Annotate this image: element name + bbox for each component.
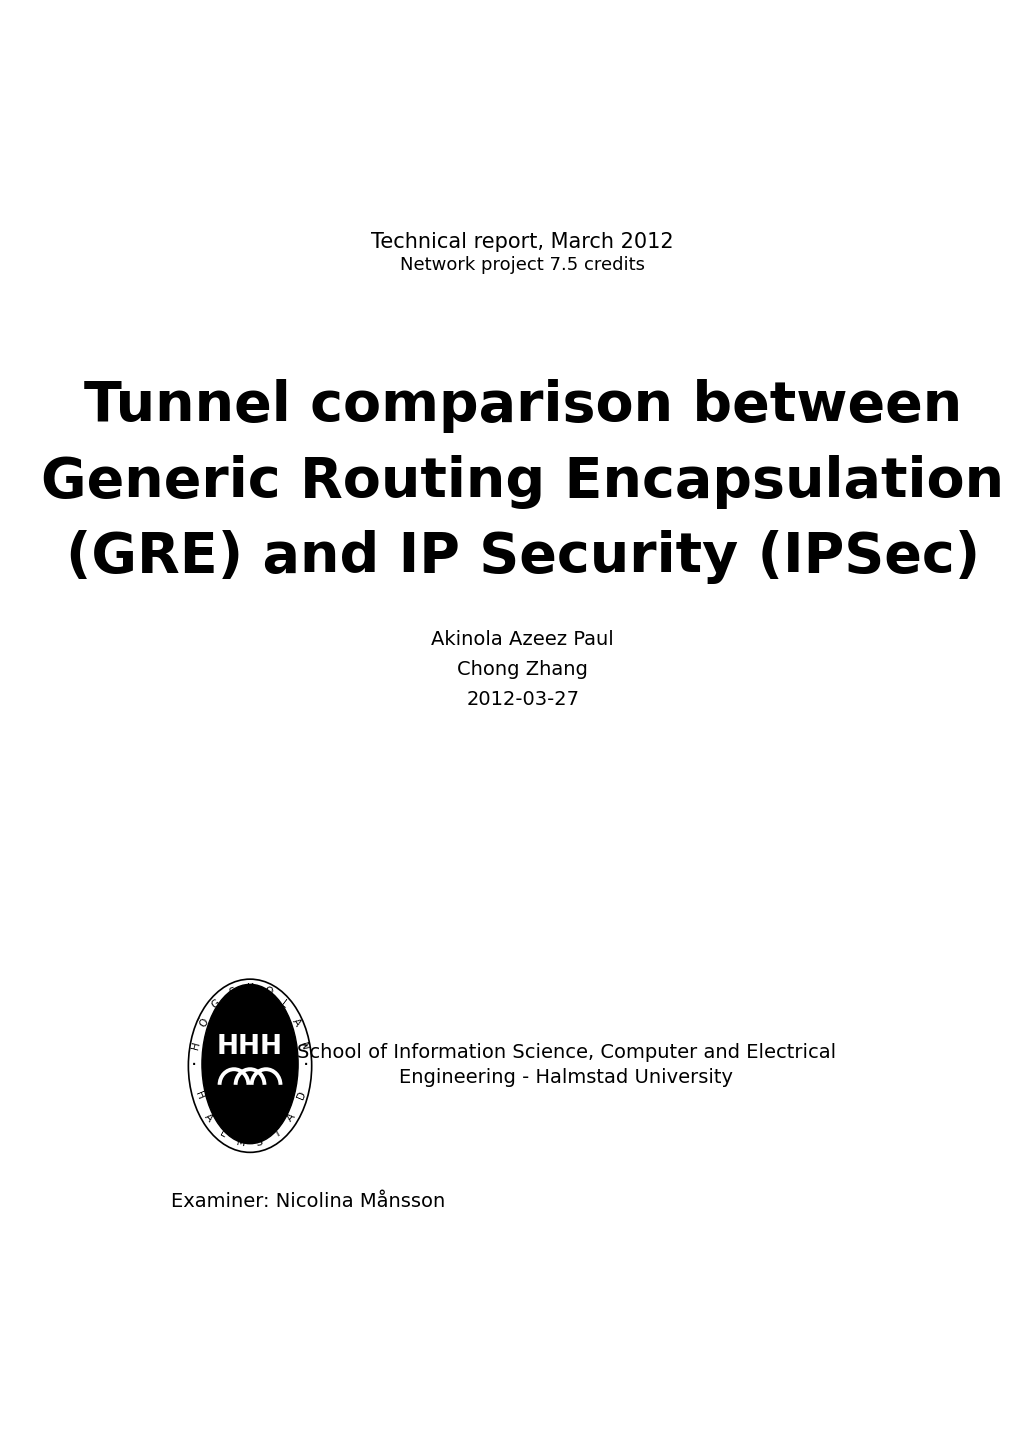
Text: K: K (247, 983, 253, 992)
Text: School of Information Science, Computer and Electrical: School of Information Science, Computer … (297, 1043, 835, 1061)
Text: A: A (289, 1017, 302, 1028)
Text: A: A (203, 1112, 215, 1123)
Text: O: O (262, 986, 273, 998)
Text: 2012-03-27: 2012-03-27 (466, 689, 579, 709)
Text: Examiner: Nicolina Månsson: Examiner: Nicolina Månsson (171, 1191, 444, 1211)
Text: Network project 7.5 credits: Network project 7.5 credits (399, 257, 645, 274)
Ellipse shape (202, 985, 298, 1144)
Text: D: D (294, 1090, 307, 1102)
Text: T: T (271, 1128, 281, 1139)
Text: H: H (191, 1041, 202, 1051)
Text: L: L (218, 1128, 228, 1139)
Text: HHH: HHH (217, 1034, 282, 1060)
Text: (GRE) and IP Security (IPSec): (GRE) and IP Security (IPSec) (65, 531, 979, 584)
Text: S: S (227, 986, 236, 998)
Text: Ö: Ö (198, 1017, 210, 1028)
Text: A: A (285, 1112, 298, 1123)
Text: H: H (193, 1090, 205, 1102)
Text: M: M (235, 1136, 246, 1148)
Text: Engineering - Halmstad University: Engineering - Halmstad University (398, 1069, 733, 1087)
Text: S: S (255, 1138, 263, 1148)
Text: Chong Zhang: Chong Zhang (457, 660, 588, 679)
Text: Technical report, March 2012: Technical report, March 2012 (371, 232, 674, 252)
Text: G: G (210, 998, 222, 1011)
Text: Akinola Azeez Paul: Akinola Azeez Paul (431, 630, 613, 649)
Text: ·: · (191, 1056, 197, 1076)
Text: N: N (298, 1041, 309, 1051)
Text: Generic Routing Encapsulation: Generic Routing Encapsulation (41, 454, 1004, 509)
Text: L: L (278, 998, 288, 1009)
Text: Tunnel comparison between: Tunnel comparison between (84, 379, 961, 433)
Text: ·: · (303, 1056, 309, 1076)
